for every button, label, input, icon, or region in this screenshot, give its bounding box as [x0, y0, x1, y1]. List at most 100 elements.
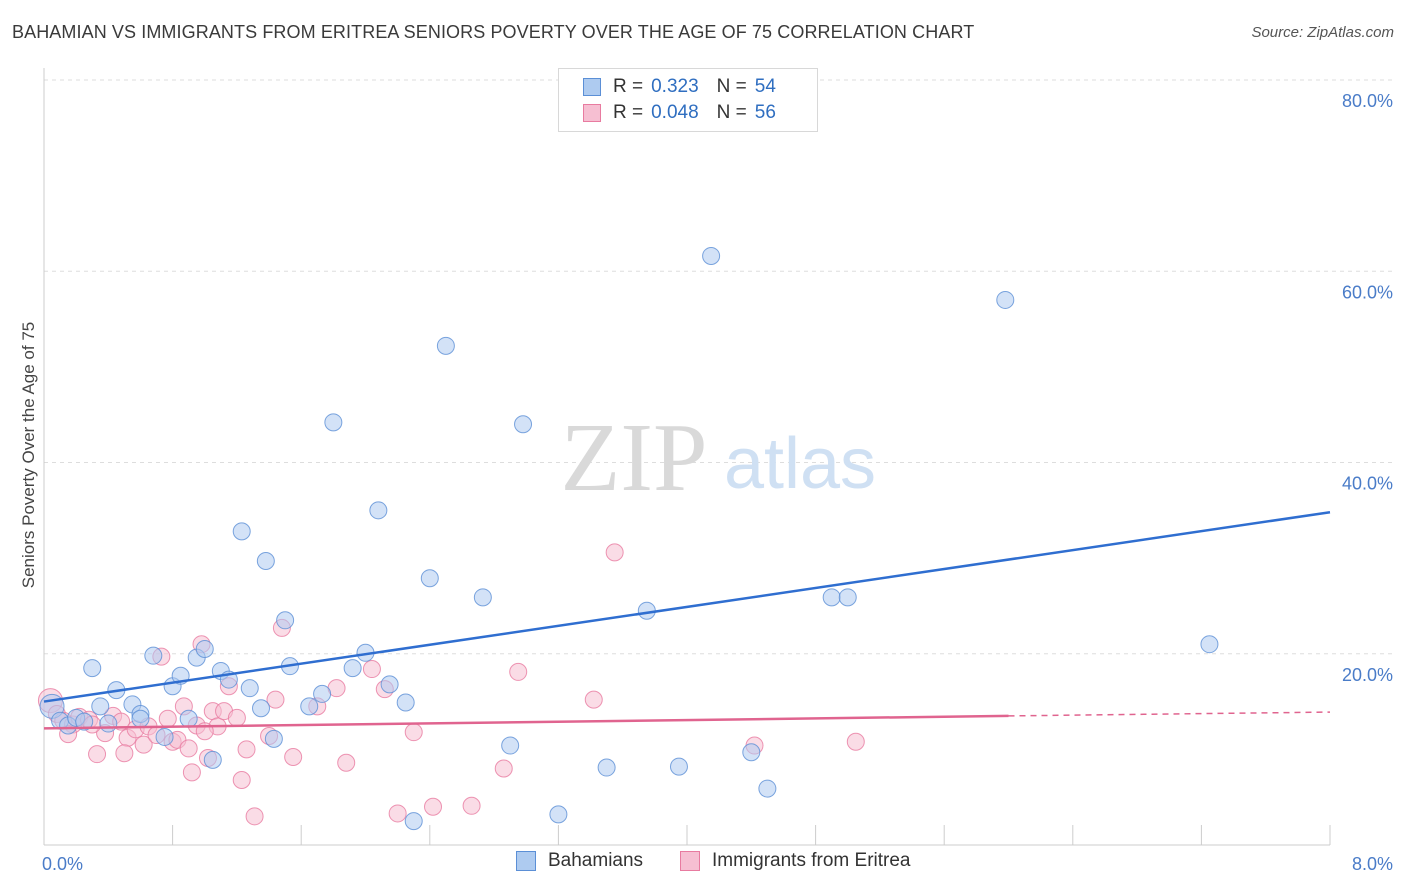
point-bahamians: [996, 290, 1015, 309]
point-bahamians: [91, 697, 110, 716]
point-bahamians: [742, 743, 761, 762]
legend-swatch-eritrea: [680, 851, 700, 871]
point-bahamians: [99, 714, 118, 733]
source-label: Source: ZipAtlas.com: [1251, 24, 1394, 41]
point-bahamians: [436, 336, 455, 355]
y-tick-label: 60.0%: [1342, 282, 1393, 302]
chart-title: BAHAMIAN VS IMMIGRANTS FROM ERITREA SENI…: [12, 22, 975, 42]
point-eritrea: [115, 744, 134, 763]
point-eritrea: [88, 745, 107, 764]
point-bahamians: [549, 805, 568, 824]
legend-row-bahamians: R = 0.323 N = 54: [583, 74, 776, 100]
watermark-zip: ZIP: [561, 404, 708, 512]
point-eritrea: [179, 739, 198, 758]
axes: [43, 68, 1331, 846]
tick-labels: 20.0% 40.0% 60.0% 80.0% 0.0% 8.0%: [42, 91, 1393, 874]
point-bahamians: [256, 551, 275, 570]
point-bahamians: [203, 750, 222, 769]
trendline-bahamians: [43, 510, 1331, 703]
point-bahamians: [369, 501, 388, 520]
legend-n-label: N =: [716, 102, 747, 123]
series-bahamians: [39, 246, 1219, 831]
trendline-eritrea-extension: [1008, 711, 1331, 717]
x-tick-label: 0.0%: [42, 854, 83, 874]
point-bahamians: [396, 693, 415, 712]
point-bahamians: [822, 588, 841, 607]
point-bahamians: [179, 709, 198, 728]
legend-swatch-pink: [583, 104, 601, 122]
point-eritrea: [158, 709, 177, 728]
point-eritrea: [494, 759, 513, 778]
watermark-atlas: atlas: [724, 424, 876, 504]
point-bahamians: [240, 679, 259, 698]
point-eritrea: [404, 723, 423, 742]
point-eritrea: [337, 753, 356, 772]
point-eritrea: [462, 796, 481, 815]
point-eritrea: [424, 797, 443, 816]
y-tick-label: 20.0%: [1342, 665, 1393, 685]
watermark: ZIP atlas: [561, 404, 877, 512]
trend-lines: [43, 510, 1331, 730]
point-eritrea: [846, 732, 865, 751]
point-bahamians: [669, 757, 688, 776]
point-eritrea: [509, 662, 528, 681]
point-bahamians: [838, 588, 857, 607]
point-bahamians: [155, 727, 174, 746]
point-bahamians: [404, 812, 423, 831]
legend-r-value-eritrea: 0.048: [651, 102, 699, 123]
point-bahamians: [324, 413, 343, 432]
point-bahamians: [1200, 635, 1219, 654]
point-bahamians: [264, 729, 283, 748]
point-bahamians: [597, 758, 616, 777]
point-bahamians: [420, 569, 439, 588]
point-bahamians: [276, 611, 295, 630]
point-bahamians: [252, 699, 271, 718]
point-bahamians: [83, 659, 102, 678]
point-bahamians: [195, 639, 214, 658]
point-bahamians: [75, 712, 94, 731]
point-bahamians: [131, 709, 150, 728]
trendline-eritrea: [43, 714, 1009, 730]
grid-lines: [44, 79, 1392, 655]
legend-r-label: R =: [613, 76, 644, 97]
point-eritrea: [232, 770, 251, 789]
y-tick-label: 80.0%: [1342, 91, 1393, 111]
x-tick-label: 8.0%: [1352, 854, 1393, 874]
legend-label-eritrea: Immigrants from Eritrea: [712, 850, 911, 871]
point-eritrea: [284, 748, 303, 767]
legend-swatch-bahamians: [516, 851, 536, 871]
point-eritrea: [605, 543, 624, 562]
legend-item-bahamians: Bahamians: [516, 850, 643, 872]
point-eritrea: [227, 708, 246, 727]
legend-row-eritrea: R = 0.048 N = 56: [583, 100, 776, 126]
y-tick-label: 40.0%: [1342, 474, 1393, 494]
legend-label-bahamians: Bahamians: [548, 850, 644, 871]
point-eritrea: [237, 740, 256, 759]
legend-box: R = 0.323 N = 54 R = 0.048 N = 56: [558, 68, 818, 132]
point-bahamians: [514, 415, 533, 434]
point-bahamians: [313, 684, 332, 703]
point-eritrea: [245, 807, 264, 826]
legend-item-eritrea: Immigrants from Eritrea: [680, 850, 910, 872]
point-bahamians: [380, 675, 399, 694]
legend-n-value-bahamians: 54: [754, 76, 776, 97]
point-bahamians: [473, 588, 492, 607]
point-bahamians: [702, 246, 721, 265]
point-bahamians: [501, 736, 520, 755]
legend-swatch-blue: [583, 78, 601, 96]
point-eritrea: [266, 690, 285, 709]
point-eritrea: [388, 804, 407, 823]
y-axis-label: Seniors Poverty Over the Age of 75: [19, 322, 38, 588]
point-eritrea: [362, 660, 381, 679]
legend-n-label: N =: [716, 76, 747, 97]
legend-r-label: R =: [613, 102, 644, 123]
legend-n-value-eritrea: 56: [754, 102, 776, 123]
point-bahamians: [144, 646, 163, 665]
point-bahamians: [343, 659, 362, 678]
point-eritrea: [182, 763, 201, 782]
legend-r-value-bahamians: 0.323: [651, 76, 699, 97]
point-bahamians: [300, 697, 319, 716]
point-eritrea: [134, 735, 153, 754]
point-eritrea: [584, 690, 603, 709]
